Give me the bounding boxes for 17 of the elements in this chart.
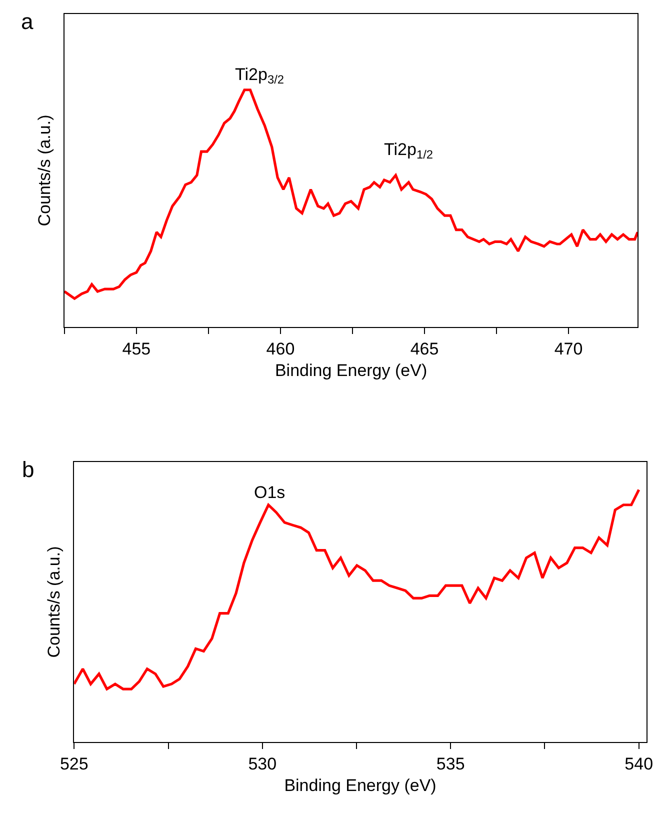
y-axis-title: Counts/s (a.u.): [34, 114, 54, 226]
x-tick-label: 470: [554, 340, 583, 359]
text: b: [22, 457, 34, 482]
annotation: Ti2p$_{1/2}$: [384, 140, 434, 162]
text: Ti2p$_{3/2}$: [235, 65, 284, 87]
text: a: [21, 9, 34, 34]
x-tick-label: 530: [248, 754, 277, 774]
x-tick-label: 525: [60, 754, 88, 774]
x-tick-label: 460: [266, 340, 295, 359]
x-axis-title: Binding Energy (eV): [284, 776, 436, 795]
x-tick-label: 535: [436, 754, 465, 774]
x-tick-label: 455: [122, 340, 151, 359]
x-tick-label: 540: [624, 754, 654, 774]
annotation: O1s: [254, 483, 286, 502]
x-tick-label: 465: [410, 340, 439, 359]
x-axis-title: Binding Energy (eV): [274, 360, 428, 380]
y-axis-title: Counts/s (a.u.): [44, 546, 64, 658]
